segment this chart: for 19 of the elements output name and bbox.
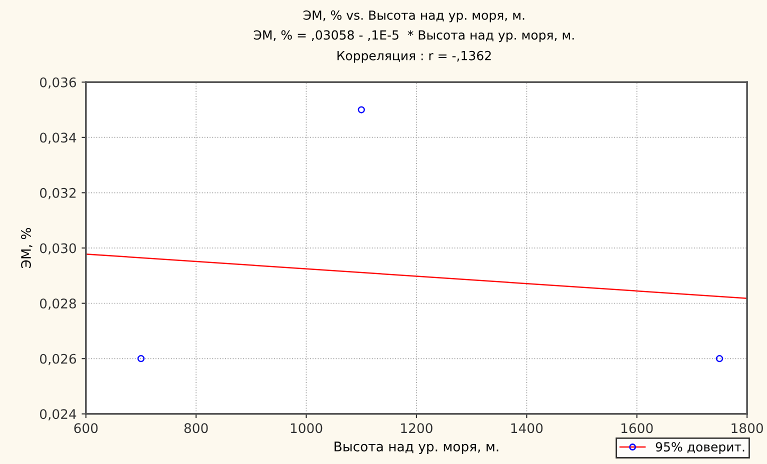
legend-label: 95% доверит. <box>656 442 744 454</box>
y-tick-label: 0,032 <box>40 188 76 200</box>
x-axis-title: Высота над ур. моря, м. <box>334 442 498 454</box>
x-tick-label: 800 <box>184 423 208 434</box>
x-tick-label: 1600 <box>622 423 653 434</box>
y-tick-label: 0,028 <box>40 298 76 310</box>
x-tick-label: 1800 <box>732 423 763 434</box>
y-tick-label: 0,024 <box>40 409 76 420</box>
y-axis-title: ЭМ, % <box>21 228 32 268</box>
chart-subtitle: ЭМ, % = ,03058 - ,1E-5 * Высота над ур. моря, м. Корреляция : r = -,1362 <box>254 30 574 63</box>
y-tick-label: 0,034 <box>40 132 76 144</box>
y-tick-label: 0,036 <box>40 77 76 89</box>
y-tick-label: 0,026 <box>40 354 76 366</box>
x-tick-label: 600 <box>74 423 98 434</box>
x-tick-label: 1400 <box>511 423 543 434</box>
x-tick-label: 1000 <box>290 423 322 434</box>
y-tick-label: 0,030 <box>40 243 76 255</box>
x-tick-label: 1200 <box>401 423 432 434</box>
chart-title: ЭМ, % vs. Высота над ур. моря, м. <box>304 10 524 22</box>
